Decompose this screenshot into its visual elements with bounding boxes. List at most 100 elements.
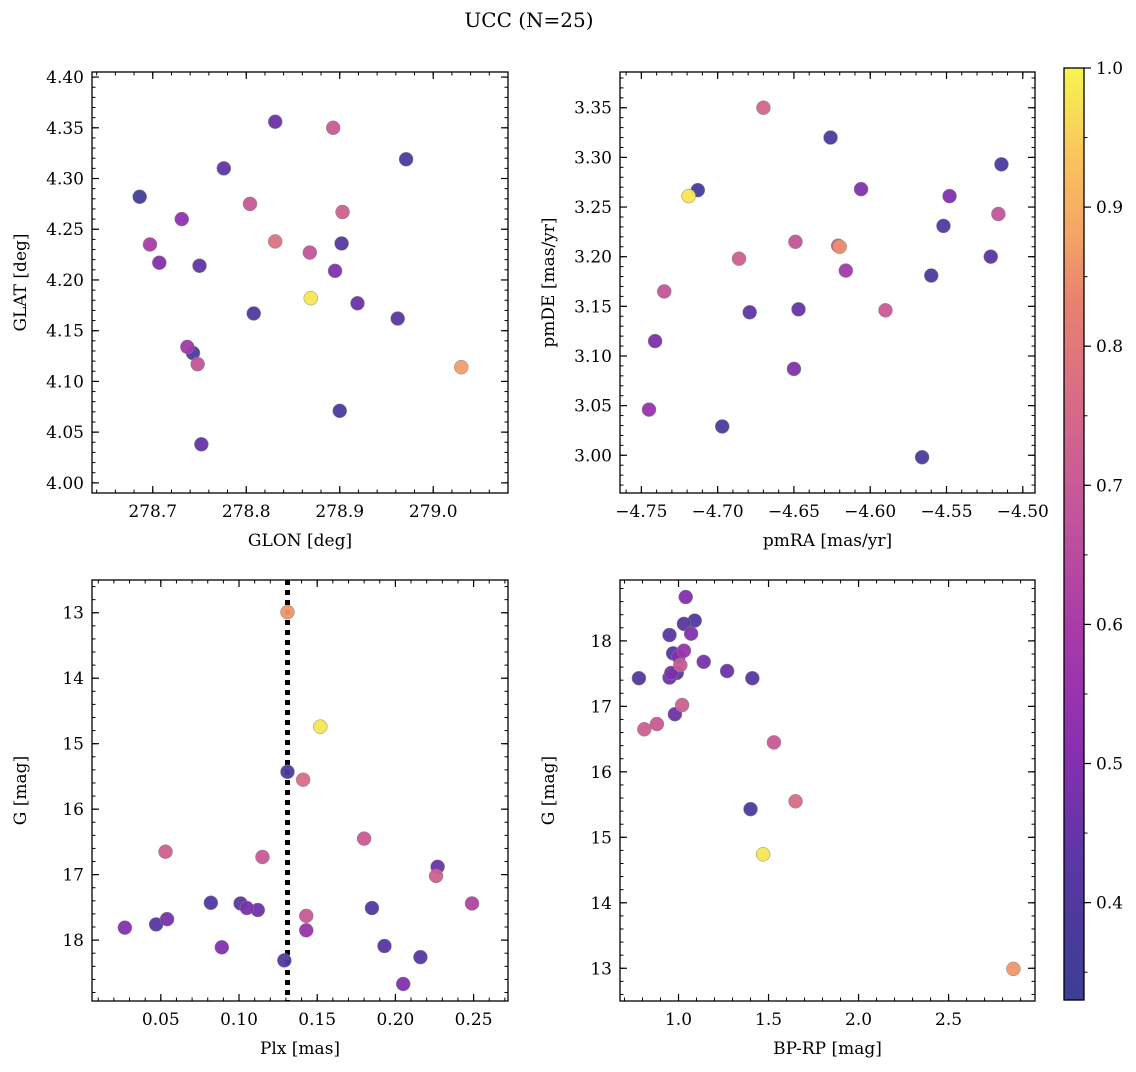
scatter-point (766, 735, 782, 750)
scatter-point (832, 239, 847, 255)
scatter-point (332, 403, 347, 419)
y-tick-label: 4.15 (46, 322, 84, 342)
x-tick-label: 1.5 (755, 1010, 782, 1030)
scatter-point (1006, 961, 1021, 977)
scatter-point (683, 626, 699, 641)
scatter-point (180, 339, 195, 355)
scatter-point (313, 719, 328, 734)
y-axis-label: pmDE [mas/yr] (539, 217, 559, 347)
scatter-point (983, 249, 999, 264)
scatter-point (786, 361, 802, 377)
scatter-point (398, 151, 414, 167)
scatter-point (280, 764, 295, 780)
scatter-point (631, 670, 647, 686)
y-tick-label: 4.20 (46, 271, 84, 291)
x-tick-label: 1.0 (665, 1010, 692, 1030)
y-axis-label: GLAT [deg] (11, 233, 31, 331)
x-tick-label: −4.70 (692, 502, 744, 522)
y-tick-label: 15 (62, 735, 84, 755)
scatter-point (696, 654, 711, 670)
scatter-panel-1: 278.7 278.8 278.9 279.0 4.00 4.05 4.10 4.15 4.20… (11, 68, 509, 551)
scatter-point (295, 772, 311, 787)
scatter-point (755, 847, 771, 862)
y-tick-label: 3.10 (574, 347, 612, 367)
scatter-point (174, 211, 189, 227)
scatter-point (656, 284, 672, 299)
scatter-point (942, 188, 957, 204)
scatter-point (132, 189, 147, 205)
scatter-point (649, 716, 665, 732)
y-tick-label: 4.35 (46, 119, 84, 139)
y-tick-label: 15 (590, 828, 612, 848)
scatter-point (334, 236, 349, 251)
colorbar-tick-label: 0.8 (1096, 337, 1123, 357)
y-tick-label: 3.35 (574, 99, 612, 119)
axes-frame (619, 579, 1036, 1002)
scatter-point (302, 245, 318, 260)
scatter-point (239, 900, 255, 916)
scatter-point (267, 234, 283, 249)
colorbar-tick-label: 0.9 (1096, 198, 1123, 218)
scatter-point (464, 896, 480, 911)
axes-frame (91, 71, 509, 494)
x-tick-label: 0.10 (220, 1010, 258, 1030)
scatter-point (719, 663, 735, 679)
scatter-point (350, 296, 365, 311)
y-tick-label: 4.30 (46, 170, 84, 190)
scatter-point (395, 976, 411, 992)
x-tick-label: 278.9 (315, 502, 364, 522)
colorbar-tick-label: 0.5 (1096, 755, 1123, 775)
scatter-point (676, 616, 692, 632)
y-tick-label: 4.25 (46, 220, 84, 240)
x-axis-label: BP-RP [mag] (773, 1039, 882, 1059)
scatter-point (159, 911, 175, 927)
y-tick-label: 3.30 (574, 148, 612, 168)
scatter-point (152, 255, 167, 270)
scatter-point (194, 437, 209, 452)
y-tick-label: 4.00 (46, 474, 84, 494)
scatter-point (676, 643, 692, 658)
scatter-points (631, 589, 1021, 977)
x-tick-label: 0.20 (376, 1010, 414, 1030)
y-tick-label: 4.05 (46, 423, 84, 443)
scatter-point (390, 311, 405, 326)
scatter-point (277, 953, 292, 968)
scatter-point (454, 359, 469, 375)
colorbar-tick-label: 1.0 (1096, 59, 1123, 79)
x-tick-label: 2.5 (935, 1010, 962, 1030)
scatter-point (914, 450, 930, 465)
scatter-point (303, 290, 319, 306)
scatter-point (745, 670, 760, 686)
scatter-point (142, 237, 158, 252)
scatter-points (132, 114, 469, 452)
scatter-point (335, 204, 350, 220)
scatter-point (192, 258, 207, 274)
scatter-panel-4: 1.0 1.5 2.0 2.5 13 14 15 16 17 18 BP-RP [mag] G [ma… (539, 579, 1036, 1059)
y-tick-label: 4.10 (46, 372, 84, 392)
scatter-point (743, 801, 758, 817)
scatter-panel-2: −4.75 −4.70 −4.65 −4.60 −4.55 −4.50 3.00 3.05 3.… (539, 71, 1049, 551)
scatter-point (246, 306, 261, 321)
x-tick-label: −4.50 (997, 502, 1049, 522)
scatter-point (641, 402, 657, 417)
x-axis-label: pmRA [mas/yr] (763, 531, 892, 551)
scatter-point (327, 263, 343, 279)
scatter-point (255, 849, 270, 865)
scatter-point (356, 831, 372, 846)
x-tick-label: 278.8 (222, 502, 271, 522)
scatter-point (428, 868, 444, 884)
y-tick-label: 3.05 (574, 397, 612, 417)
colorbar: 0.4 0.5 0.6 0.7 0.8 0.9 1.0 (1063, 59, 1123, 1001)
scatter-point (364, 900, 380, 916)
y-tick-label: 17 (62, 866, 84, 886)
y-tick-label: 3.20 (574, 248, 612, 268)
scatter-point (377, 938, 392, 954)
scatter-point (299, 908, 314, 924)
colorbar-tick-label: 0.6 (1096, 615, 1123, 635)
scatter-point (756, 100, 771, 115)
y-tick-label: 3.15 (574, 297, 612, 317)
y-tick-label: 18 (590, 632, 612, 652)
scatter-point (731, 251, 747, 266)
scatter-points (641, 100, 1009, 465)
